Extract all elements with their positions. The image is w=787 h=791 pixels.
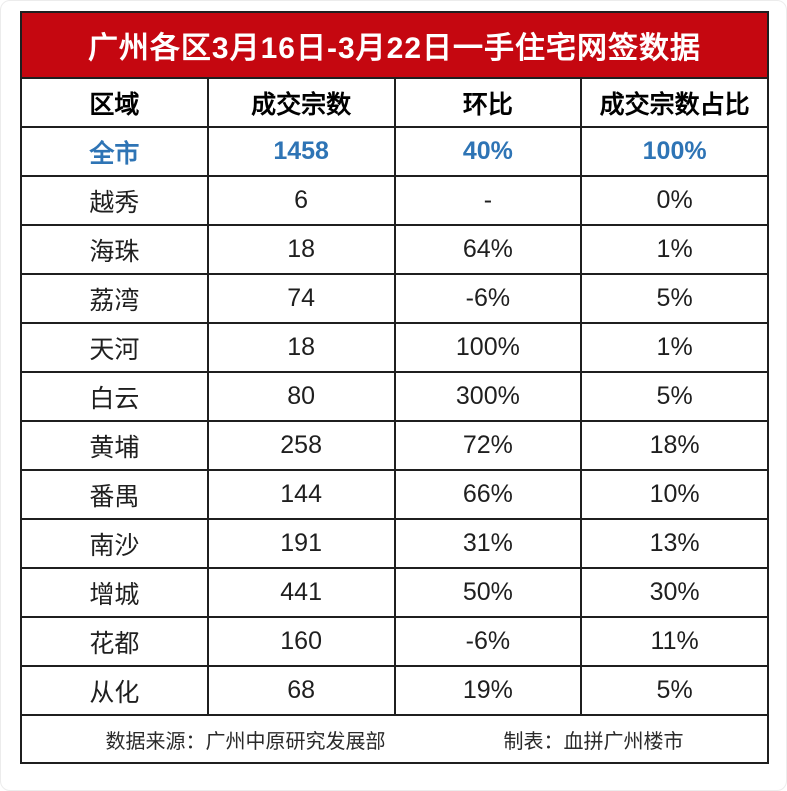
mom-cell: 300%: [393, 371, 583, 422]
table-row: 荔湾 74 -6% 5%: [20, 273, 769, 324]
deals-cell: 18: [206, 322, 396, 373]
column-header-share: 成交宗数占比: [580, 77, 769, 128]
deals-cell: 144: [206, 469, 396, 520]
table-header-row: 区域 成交宗数 环比 成交宗数占比: [20, 77, 769, 128]
deals-cell: 160: [206, 616, 396, 667]
share-cell: 13%: [580, 518, 769, 569]
deals-cell: 258: [206, 420, 396, 471]
share-cell: 5%: [580, 273, 769, 324]
region-cell: 天河: [20, 322, 209, 373]
table-row: 番禺 144 66% 10%: [20, 469, 769, 520]
column-header-mom: 环比: [393, 77, 583, 128]
share-cell: 1%: [580, 322, 769, 373]
deals-cell: 80: [206, 371, 396, 422]
column-header-deals: 成交宗数: [206, 77, 396, 128]
table-row: 越秀 6 - 0%: [20, 175, 769, 226]
region-cell: 南沙: [20, 518, 209, 569]
column-header-region: 区域: [20, 77, 209, 128]
share-cell: 30%: [580, 567, 769, 618]
mom-cell: 40%: [393, 126, 583, 177]
footer-credits: 数据来源：广州中原研究发展部 制表：血拼广州楼市: [22, 725, 767, 754]
deals-cell: 1458: [206, 126, 396, 177]
mom-cell: -6%: [393, 616, 583, 667]
table-row: 黄埔 258 72% 18%: [20, 420, 769, 471]
title-banner: 广州各区3月16日-3月22日一手住宅网签数据: [20, 11, 769, 79]
region-cell: 花都: [20, 616, 209, 667]
share-cell: 0%: [580, 175, 769, 226]
share-cell: 5%: [580, 665, 769, 716]
share-cell: 1%: [580, 224, 769, 275]
region-cell: 荔湾: [20, 273, 209, 324]
table-row: 花都 160 -6% 11%: [20, 616, 769, 667]
share-cell: 18%: [580, 420, 769, 471]
mom-cell: 66%: [393, 469, 583, 520]
mom-cell: 100%: [393, 322, 583, 373]
infographic-card: 广州各区3月16日-3月22日一手住宅网签数据 区域 成交宗数 环比 成交宗数占…: [20, 11, 769, 764]
table-footer-row: 数据来源：广州中原研究发展部 制表：血拼广州楼市: [20, 714, 769, 764]
region-cell: 增城: [20, 567, 209, 618]
share-cell: 11%: [580, 616, 769, 667]
page-title: 广州各区3月16日-3月22日一手住宅网签数据: [20, 11, 769, 79]
table-row: 南沙 191 31% 13%: [20, 518, 769, 569]
share-cell: 5%: [580, 371, 769, 422]
table-row: 白云 80 300% 5%: [20, 371, 769, 422]
deals-cell: 68: [206, 665, 396, 716]
mom-cell: 64%: [393, 224, 583, 275]
region-cell: 番禺: [20, 469, 209, 520]
mom-cell: 72%: [393, 420, 583, 471]
deals-cell: 6: [206, 175, 396, 226]
deals-cell: 74: [206, 273, 396, 324]
region-cell: 白云: [20, 371, 209, 422]
table-row-citywide: 全市 1458 40% 100%: [20, 126, 769, 177]
data-source-label: 数据来源：广州中原研究发展部: [105, 730, 386, 753]
signing-data-table: 广州各区3月16日-3月22日一手住宅网签数据 区域 成交宗数 环比 成交宗数占…: [20, 11, 769, 764]
table-row: 天河 18 100% 1%: [20, 322, 769, 373]
region-cell: 从化: [20, 665, 209, 716]
deals-cell: 18: [206, 224, 396, 275]
region-cell: 海珠: [20, 224, 209, 275]
share-cell: 100%: [580, 126, 769, 177]
table-row: 增城 441 50% 30%: [20, 567, 769, 618]
region-cell: 黄埔: [20, 420, 209, 471]
table-row: 海珠 18 64% 1%: [20, 224, 769, 275]
mom-cell: -: [393, 175, 583, 226]
region-cell: 越秀: [20, 175, 209, 226]
mom-cell: 31%: [393, 518, 583, 569]
table-maker-label: 制表：血拼广州楼市: [503, 730, 684, 753]
mom-cell: -6%: [393, 273, 583, 324]
mom-cell: 50%: [393, 567, 583, 618]
share-cell: 10%: [580, 469, 769, 520]
region-cell: 全市: [20, 126, 209, 177]
deals-cell: 441: [206, 567, 396, 618]
mom-cell: 19%: [393, 665, 583, 716]
deals-cell: 191: [206, 518, 396, 569]
table-row: 从化 68 19% 5%: [20, 665, 769, 716]
